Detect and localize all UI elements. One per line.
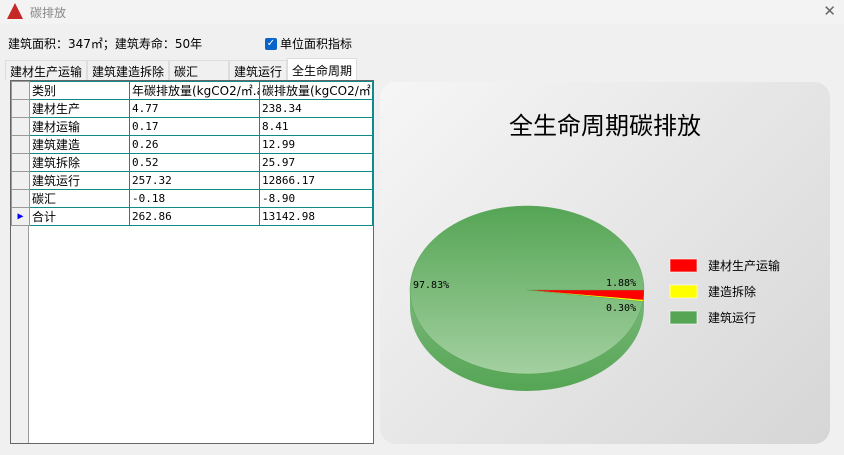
pie-slice-2 xyxy=(409,205,645,375)
chart-title: 全生命周期碳排放 xyxy=(509,112,701,140)
table-cell: 建材生产 xyxy=(29,99,130,118)
legend-swatch xyxy=(669,310,698,325)
table-cell: -8.90 xyxy=(259,189,373,208)
title-bar: 碳排放 ✕ xyxy=(0,0,844,24)
column-header[interactable]: 年碳排放量(kgCO2/㎡.a xyxy=(129,81,260,100)
close-icon[interactable]: ✕ xyxy=(823,2,836,20)
table-cell: 建筑拆除 xyxy=(29,153,130,172)
building-info: 建筑面积：347㎡；建筑寿命：50年 xyxy=(8,37,203,51)
table-cell: 13142.98 xyxy=(259,207,373,226)
row-header[interactable] xyxy=(11,189,30,208)
table-cell: 碳汇 xyxy=(29,189,130,208)
row-header[interactable] xyxy=(11,117,30,136)
slice-label: 0.30% xyxy=(606,303,636,314)
legend-label: 建造拆除 xyxy=(708,284,756,299)
row-header[interactable] xyxy=(11,81,30,100)
table-row[interactable]: 建筑建造 0.26 12.99 xyxy=(11,135,373,154)
tab-3[interactable]: 建筑运行 xyxy=(229,60,288,80)
unit-area-checkbox[interactable]: ✓ 单位面积指标 xyxy=(265,35,352,52)
tab-0[interactable]: 建材生产运输 xyxy=(5,60,88,80)
row-header[interactable] xyxy=(11,99,30,118)
table-cell: 12.99 xyxy=(259,135,373,154)
column-header[interactable]: 碳排放量(kgCO2/㎡) xyxy=(259,81,373,100)
table-cell: 238.34 xyxy=(259,99,373,118)
table-cell: 12866.17 xyxy=(259,171,373,190)
pie-slice-0 xyxy=(527,290,644,300)
checkbox-label: 单位面积指标 xyxy=(280,37,353,51)
table-cell: 8.41 xyxy=(259,117,373,136)
emission-table: 类别 年碳排放量(kgCO2/㎡.a 碳排放量(kgCO2/㎡) 建材生产 4.77 23… xyxy=(11,81,373,226)
slice-label: 1.88% xyxy=(606,278,636,289)
row-header[interactable] xyxy=(11,171,30,190)
legend-label: 建筑运行 xyxy=(708,310,756,325)
row-header[interactable] xyxy=(11,153,30,172)
table-cell: 25.97 xyxy=(259,153,373,172)
window-title: 碳排放 xyxy=(30,6,67,20)
table-row[interactable]: 建筑拆除 0.52 25.97 xyxy=(11,153,373,172)
table-row[interactable]: 建材运输 0.17 8.41 xyxy=(11,117,373,136)
tab-2[interactable]: 碳汇 xyxy=(169,60,230,80)
slice-label: 97.83% xyxy=(413,280,449,291)
app-icon xyxy=(7,3,23,19)
tab-4[interactable]: 全生命周期 xyxy=(287,58,358,80)
column-header[interactable]: 类别 xyxy=(29,81,130,100)
data-grid: 类别 年碳排放量(kgCO2/㎡.a 碳排放量(kgCO2/㎡) 建材生产 4.77 23… xyxy=(10,80,374,444)
checkmark-icon[interactable]: ✓ xyxy=(265,37,277,50)
table-cell: 262.86 xyxy=(129,207,260,226)
header-row[interactable]: 类别 年碳排放量(kgCO2/㎡.a 碳排放量(kgCO2/㎡) xyxy=(11,81,373,100)
row-header[interactable] xyxy=(11,135,30,154)
table-cell: 257.32 xyxy=(129,171,260,190)
table-cell: 建筑建造 xyxy=(29,135,130,154)
tab-1[interactable]: 建筑建造拆除 xyxy=(87,60,170,80)
chart-panel: 全生命周期碳排放 1.88% 0.30% 97.83% 建材生产运输 建造拆除建筑运行 xyxy=(380,82,830,444)
table-cell: 建材运输 xyxy=(29,117,130,136)
table-cell: 合计 xyxy=(29,207,130,226)
legend-swatch xyxy=(669,258,698,273)
table-cell: 0.26 xyxy=(129,135,260,154)
table-cell: -0.18 xyxy=(129,189,260,208)
table-row[interactable]: 碳汇 -0.18 -8.90 xyxy=(11,189,373,208)
legend-swatch xyxy=(669,284,698,299)
current-row-indicator-icon[interactable]: ▶ xyxy=(11,207,30,226)
table-row[interactable]: ▶ 合计 262.86 13142.98 xyxy=(11,207,373,226)
table-cell: 4.77 xyxy=(129,99,260,118)
table-cell: 0.52 xyxy=(129,153,260,172)
table-row[interactable]: 建筑运行 257.32 12866.17 xyxy=(11,171,373,190)
legend-label: 建材生产运输 xyxy=(708,258,780,273)
table-row[interactable]: 建材生产 4.77 238.34 xyxy=(11,99,373,118)
tab-bar: 建材生产运输 建筑建造拆除 碳汇 建筑运行 全生命周期 xyxy=(5,58,358,80)
table-cell: 0.17 xyxy=(129,117,260,136)
table-cell: 建筑运行 xyxy=(29,171,130,190)
